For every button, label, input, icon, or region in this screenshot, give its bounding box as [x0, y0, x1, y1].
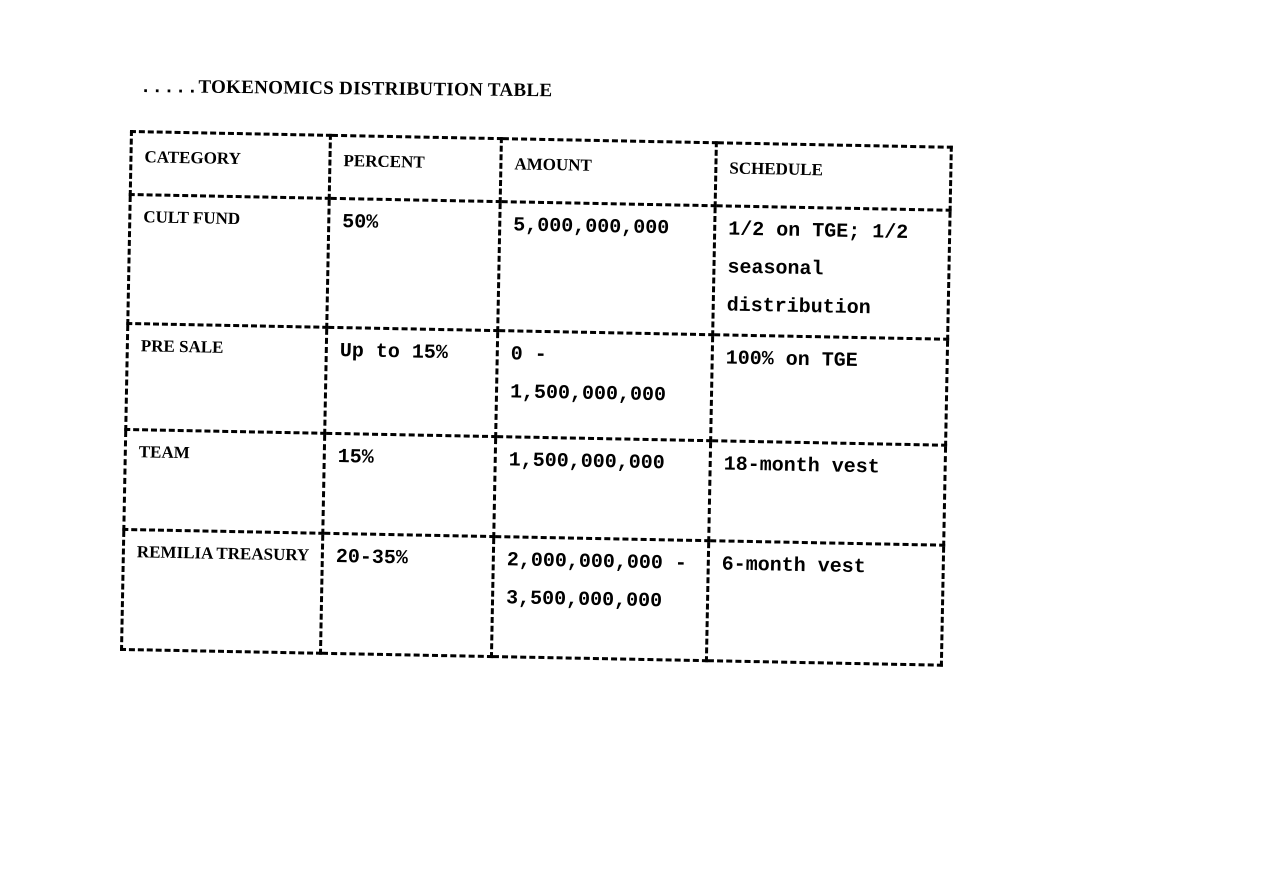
cell-amount: 2,000,000,000 - 3,500,000,000 [491, 536, 709, 661]
cell-amount: 0 - 1,500,000,000 [495, 330, 713, 441]
cell-category: CULT FUND [127, 194, 330, 328]
cell-percent: 15% [322, 433, 496, 537]
table-row: PRE SALE Up to 15% 0 - 1,500,000,000 100… [125, 323, 948, 446]
cell-schedule: 1/2 on TGE; 1/2 seasonal distribution [712, 205, 951, 340]
header-percent: PERCENT [329, 135, 502, 202]
tokenomics-table-wrapper: CATEGORY PERCENT AMOUNT SCHEDULE CULT FU… [120, 130, 953, 667]
table-row: TEAM 15% 1,500,000,000 18-month vest [123, 429, 946, 546]
header-schedule: SCHEDULE [715, 142, 952, 211]
tokenomics-table: CATEGORY PERCENT AMOUNT SCHEDULE CULT FU… [120, 130, 953, 667]
header-category: CATEGORY [130, 131, 331, 199]
cell-amount: 5,000,000,000 [497, 201, 716, 335]
title-text: TOKENOMICS DISTRIBUTION TABLE [198, 76, 553, 102]
table-row: CULT FUND 50% 5,000,000,000 1/2 on TGE; … [127, 194, 951, 340]
cell-category: TEAM [123, 429, 325, 534]
cell-schedule: 6-month vest [706, 540, 944, 666]
cell-percent: 50% [326, 198, 501, 331]
cell-percent: 20-35% [320, 533, 494, 657]
title-leader-dots: ..... [139, 76, 199, 99]
cell-percent: Up to 15% [324, 327, 498, 437]
header-amount: AMOUNT [500, 138, 717, 206]
cell-category: PRE SALE [125, 323, 327, 434]
document-title: .....TOKENOMICS DISTRIBUTION TABLE [140, 76, 553, 102]
cell-schedule: 18-month vest [708, 440, 946, 546]
cell-schedule: 100% on TGE [710, 334, 948, 446]
table-row: REMILIA TREASURY 20-35% 2,000,000,000 - … [121, 529, 944, 666]
cell-amount: 1,500,000,000 [493, 436, 711, 541]
cell-category: REMILIA TREASURY [121, 529, 323, 654]
